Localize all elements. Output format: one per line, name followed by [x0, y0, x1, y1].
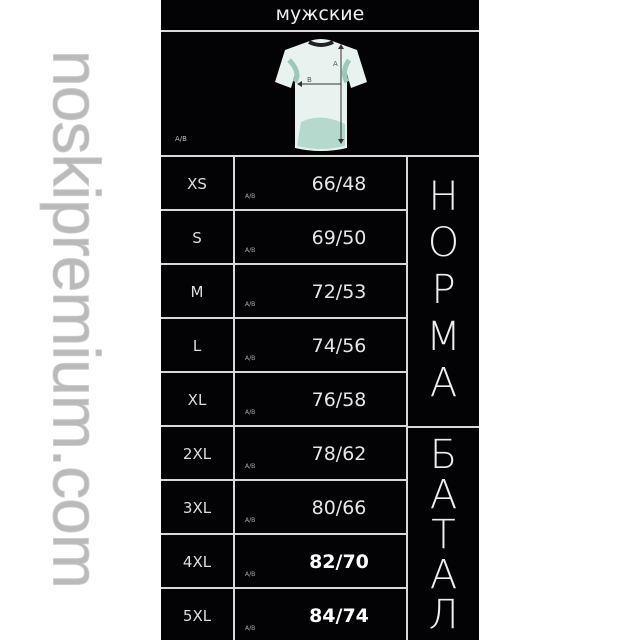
size-value: 66/48 — [311, 173, 367, 195]
size-row: 5XL 84/74 A/B — [161, 589, 406, 643]
label-b: B — [307, 76, 312, 84]
group-letter: Л — [428, 592, 459, 638]
ab-label: A/B — [245, 355, 256, 362]
size-value: 84/74 — [309, 605, 369, 627]
size-row: XS 66/48 A/B — [161, 157, 406, 211]
size-row: XL 76/58 A/B — [161, 373, 406, 427]
size-value: 82/70 — [309, 551, 369, 573]
tshirt-icon: A B — [275, 39, 367, 151]
size-label: S — [192, 229, 202, 247]
size-value: 78/62 — [311, 443, 367, 465]
size-chart-panel: мужские A B A/B XS 66/48 A/B S 69/50 A/B M 72/5… — [161, 0, 479, 640]
size-label: M — [190, 283, 204, 301]
group-letter: Н — [428, 173, 459, 220]
size-value: 80/66 — [311, 497, 367, 519]
size-label: 5XL — [182, 607, 212, 625]
divider — [161, 587, 408, 589]
chart-title: мужские — [275, 3, 365, 25]
divider — [161, 209, 408, 211]
size-row: 4XL 82/70 A/B — [161, 535, 406, 589]
ab-label: A/B — [245, 571, 256, 578]
size-label: XS — [187, 175, 207, 193]
size-label: 4XL — [182, 553, 212, 571]
group-letter: О — [427, 220, 460, 267]
divider — [161, 425, 408, 427]
ab-label: A/B — [245, 193, 256, 200]
size-row: S 69/50 A/B — [161, 211, 406, 265]
group-norma: Н О Р М А — [408, 170, 479, 410]
group-letter: А — [429, 472, 458, 518]
group-letter: Б — [429, 432, 458, 478]
divider — [233, 155, 235, 640]
size-value: 74/56 — [311, 335, 367, 357]
group-letter: А — [429, 552, 458, 598]
ab-label: A/B — [245, 301, 256, 308]
divider — [161, 479, 408, 481]
label-a: A — [333, 60, 338, 68]
divider — [161, 533, 408, 535]
size-value: 72/53 — [311, 281, 367, 303]
divider — [406, 426, 479, 428]
group-letter: Т — [431, 512, 456, 558]
tshirt-diagram: A B A/B — [161, 32, 479, 156]
divider — [161, 30, 479, 32]
divider — [406, 155, 408, 640]
divider — [161, 263, 408, 265]
ab-label: A/B — [245, 409, 256, 416]
ab-label: A/B — [245, 463, 256, 470]
group-letter: А — [429, 360, 458, 407]
size-label: L — [192, 337, 202, 355]
ab-label: A/B — [245, 625, 256, 632]
ab-label: A/B — [245, 517, 256, 524]
size-label: 2XL — [182, 445, 212, 463]
ab-label: A/B — [245, 247, 256, 254]
ab-legend: A/B — [175, 135, 187, 143]
watermark: noskipremium.com — [39, 50, 114, 589]
divider — [161, 371, 408, 373]
size-value: 69/50 — [311, 227, 367, 249]
size-value: 76/58 — [311, 389, 367, 411]
size-row: 2XL 78/62 A/B — [161, 427, 406, 481]
group-batal: Б А Т А Л — [408, 435, 479, 635]
size-row: L 74/56 A/B — [161, 319, 406, 373]
group-letter: М — [426, 313, 461, 360]
divider — [161, 155, 479, 157]
divider — [161, 317, 408, 319]
size-row: 3XL 80/66 A/B — [161, 481, 406, 535]
size-label: 3XL — [182, 499, 212, 517]
size-row: M 72/53 A/B — [161, 265, 406, 319]
size-label: XL — [187, 391, 207, 409]
group-letter: Р — [431, 266, 456, 313]
